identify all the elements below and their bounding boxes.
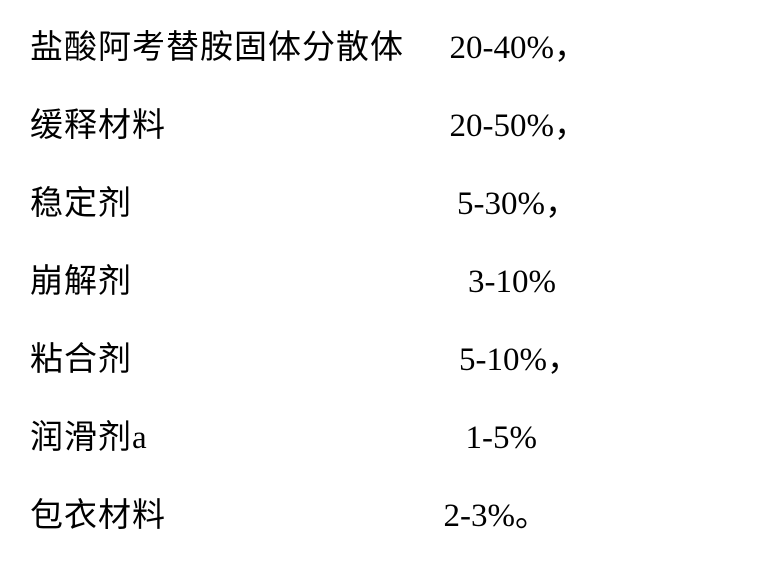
ingredient-value: 1-5% [466, 420, 733, 457]
ingredient-label: 稳定剂 [30, 176, 132, 224]
ingredient-label: 崩解剂 [30, 254, 132, 302]
row-2: 稳定剂 5-30%， [30, 176, 733, 254]
row-6: 包衣材料 2-3%。 [30, 488, 733, 566]
ingredient-label: 润滑剂a [30, 410, 148, 458]
ingredient-value: 20-40%， [450, 20, 733, 68]
ingredient-value: 2-3%。 [444, 488, 733, 536]
row-1: 缓释材料 20-50%， [30, 98, 733, 176]
row-5: 润滑剂a 1-5% [30, 410, 733, 488]
ingredient-value: 5-10%， [459, 332, 733, 380]
row-3: 崩解剂 3-10% [30, 254, 733, 332]
ingredient-label: 缓释材料 [30, 98, 166, 146]
composition-list: 盐酸阿考替胺固体分散体 20-40%， 缓释材料 20-50%， 稳定剂 5-3… [0, 0, 773, 575]
ingredient-value: 3-10% [468, 264, 733, 301]
row-0: 盐酸阿考替胺固体分散体 20-40%， [30, 20, 733, 98]
ingredient-label: 粘合剂 [30, 332, 132, 380]
row-4: 粘合剂 5-10%， [30, 332, 733, 410]
ingredient-label: 盐酸阿考替胺固体分散体 [30, 20, 404, 68]
ingredient-value: 20-50%， [450, 98, 733, 146]
ingredient-label: 包衣材料 [30, 488, 166, 536]
ingredient-value: 5-30%， [457, 176, 733, 224]
